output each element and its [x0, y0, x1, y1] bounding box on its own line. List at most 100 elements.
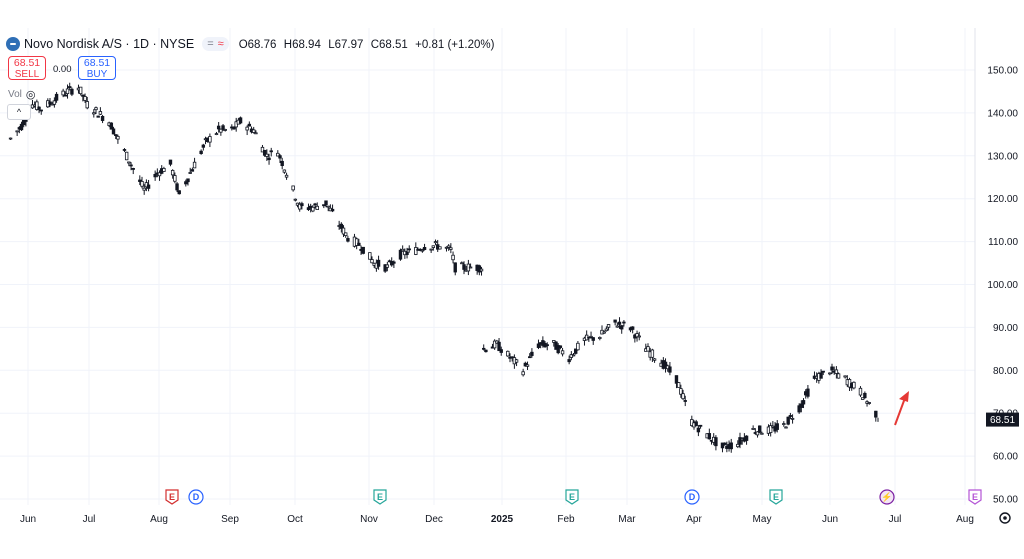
candle	[398, 248, 403, 261]
candle	[114, 134, 118, 140]
candle	[492, 339, 497, 350]
candle	[834, 366, 839, 379]
candle	[252, 126, 256, 134]
candle	[615, 322, 620, 328]
buy-price: 68.51	[83, 57, 111, 69]
candle	[324, 200, 328, 208]
candle	[858, 386, 863, 398]
candle	[376, 255, 381, 270]
candle	[357, 238, 361, 246]
candle	[821, 370, 825, 376]
high-value: H68.94	[283, 39, 321, 51]
candle	[168, 159, 173, 167]
time-tick-label: Jul	[889, 514, 902, 525]
candle	[499, 346, 503, 356]
candle	[407, 245, 411, 253]
collapse-legend-button[interactable]: ^	[7, 104, 31, 120]
candle	[311, 205, 315, 213]
candle	[714, 435, 718, 451]
event-markers: E D E E D E ⚡ E	[165, 489, 982, 505]
time-tick-label: Apr	[686, 514, 702, 525]
candle	[449, 243, 453, 254]
candle	[736, 440, 740, 449]
sell-price: 68.51	[13, 57, 41, 69]
buy-button[interactable]: 68.51 BUY	[78, 56, 116, 80]
event-marker-earnings[interactable]: E	[565, 489, 579, 505]
candle	[368, 252, 372, 260]
candle	[346, 235, 350, 243]
candle	[828, 372, 832, 376]
candle	[330, 204, 335, 213]
svg-text:D: D	[689, 492, 696, 502]
candle	[722, 442, 727, 446]
candle	[383, 264, 387, 273]
candle	[852, 381, 856, 390]
candle	[497, 337, 501, 352]
sell-label: SELL	[14, 69, 40, 80]
candle	[291, 185, 295, 192]
time-tick-label: Jun	[822, 514, 838, 525]
price-tick-label: 130.00	[987, 151, 1018, 162]
candle	[768, 422, 773, 437]
indicator-toggle[interactable]: = ≈	[202, 37, 229, 51]
time-tick-label: Aug	[150, 514, 168, 525]
candle	[262, 149, 267, 157]
candle	[109, 122, 114, 130]
change-value: +0.81 (+1.20%)	[415, 39, 495, 51]
event-marker-dividend[interactable]: D	[684, 489, 700, 505]
svg-text:E: E	[169, 492, 175, 502]
candle	[514, 358, 519, 367]
candle	[782, 421, 786, 427]
candle	[812, 371, 817, 380]
candle	[322, 204, 326, 209]
time-tick-label: Aug	[956, 514, 974, 525]
candle	[269, 147, 273, 157]
last-price-text: 68.51	[990, 415, 1015, 426]
candle	[530, 348, 534, 358]
candle	[830, 363, 834, 374]
candle	[771, 421, 775, 429]
candle	[300, 201, 304, 210]
arrow-head	[899, 391, 909, 402]
candle	[843, 375, 847, 379]
event-marker-earnings[interactable]: E	[373, 489, 387, 505]
price-tick-label: 50.00	[993, 495, 1018, 506]
eye-hidden-icon[interactable]: ◎	[25, 89, 36, 101]
candle	[786, 416, 790, 426]
candle	[468, 263, 473, 269]
candle	[282, 169, 287, 174]
candle	[584, 330, 589, 341]
candle	[245, 125, 249, 136]
event-marker-earnings[interactable]: E	[165, 489, 179, 505]
spread-value: 0.00	[53, 64, 72, 75]
candle	[127, 161, 131, 167]
time-tick-label: Jul	[83, 514, 96, 525]
candle	[790, 414, 795, 424]
candle	[232, 126, 236, 130]
candle	[446, 244, 451, 251]
symbol-title[interactable]: Novo Nordisk A/S · 1D · NYSE	[24, 37, 195, 51]
wave-icon: ≈	[217, 38, 224, 50]
event-marker-earnings[interactable]: E	[968, 489, 982, 505]
candle	[221, 123, 225, 131]
candle	[679, 384, 683, 398]
price-tick-label: 110.00	[988, 237, 1018, 248]
candle	[339, 222, 344, 233]
settings-icon[interactable]	[999, 512, 1011, 524]
candle	[223, 128, 227, 132]
time-tick-label: Mar	[618, 514, 636, 525]
candle	[8, 137, 13, 140]
candle	[668, 361, 672, 376]
candle	[707, 428, 712, 440]
candle	[536, 339, 541, 350]
last-price-tag: 68.51	[986, 412, 1019, 427]
volume-legend[interactable]: Vol ◎	[8, 88, 36, 101]
candle	[157, 170, 162, 181]
event-marker-earnings[interactable]: E	[769, 489, 783, 505]
event-marker-dividend[interactable]: D	[188, 489, 204, 505]
candle	[278, 154, 282, 163]
event-marker-split[interactable]: ⚡	[879, 489, 895, 505]
sell-button[interactable]: 68.51 SELL	[8, 56, 46, 80]
